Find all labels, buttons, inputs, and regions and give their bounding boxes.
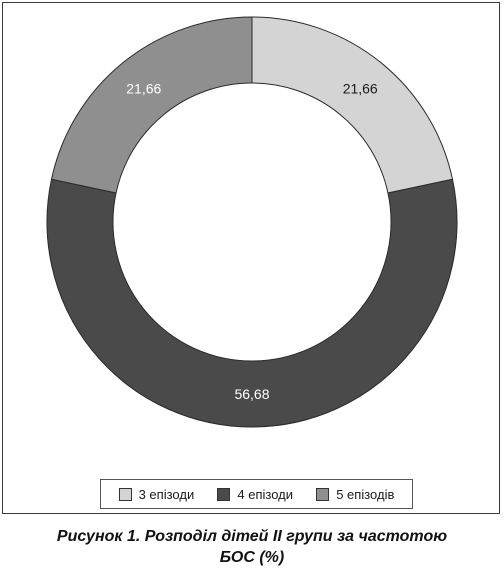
figure-caption: Рисунок 1. Розподіл дітей II групи за ча… (0, 526, 504, 568)
donut-chart: 21,66 56,68 21,66 (46, 16, 458, 428)
legend-swatch-5-episodes (316, 487, 330, 501)
caption-line-2: БОС (%) (219, 549, 285, 566)
legend-item: 5 епізодів (316, 487, 394, 502)
legend-item: 3 епізоди (118, 486, 195, 502)
legend-swatch-3-episodes (118, 487, 132, 501)
donut-slice-3 (50, 16, 253, 194)
caption-line-1: Рисунок 1. Розподіл дітей II групи за ча… (56, 528, 448, 545)
legend-label: 3 епізоди (138, 486, 195, 502)
legend-item: 4 епізоди (217, 487, 293, 502)
legend-swatch-4-episodes (217, 487, 231, 501)
donut-slice-1 (251, 16, 454, 194)
chart-legend: 3 епізоди 4 епізоди 5 епізодів (100, 479, 413, 509)
legend-label: 5 епізодів (336, 486, 395, 502)
donut-slice-2 (46, 178, 458, 428)
chart-frame: 21,66 56,68 21,66 3 епізоди 4 епізоди 5 еп… (2, 2, 500, 514)
slice-value-label-1: 21,66 (343, 80, 378, 96)
slice-value-label-2: 56,68 (234, 386, 269, 402)
legend-label: 4 епізоди (237, 486, 294, 502)
slice-value-label-3: 21,66 (126, 80, 161, 96)
